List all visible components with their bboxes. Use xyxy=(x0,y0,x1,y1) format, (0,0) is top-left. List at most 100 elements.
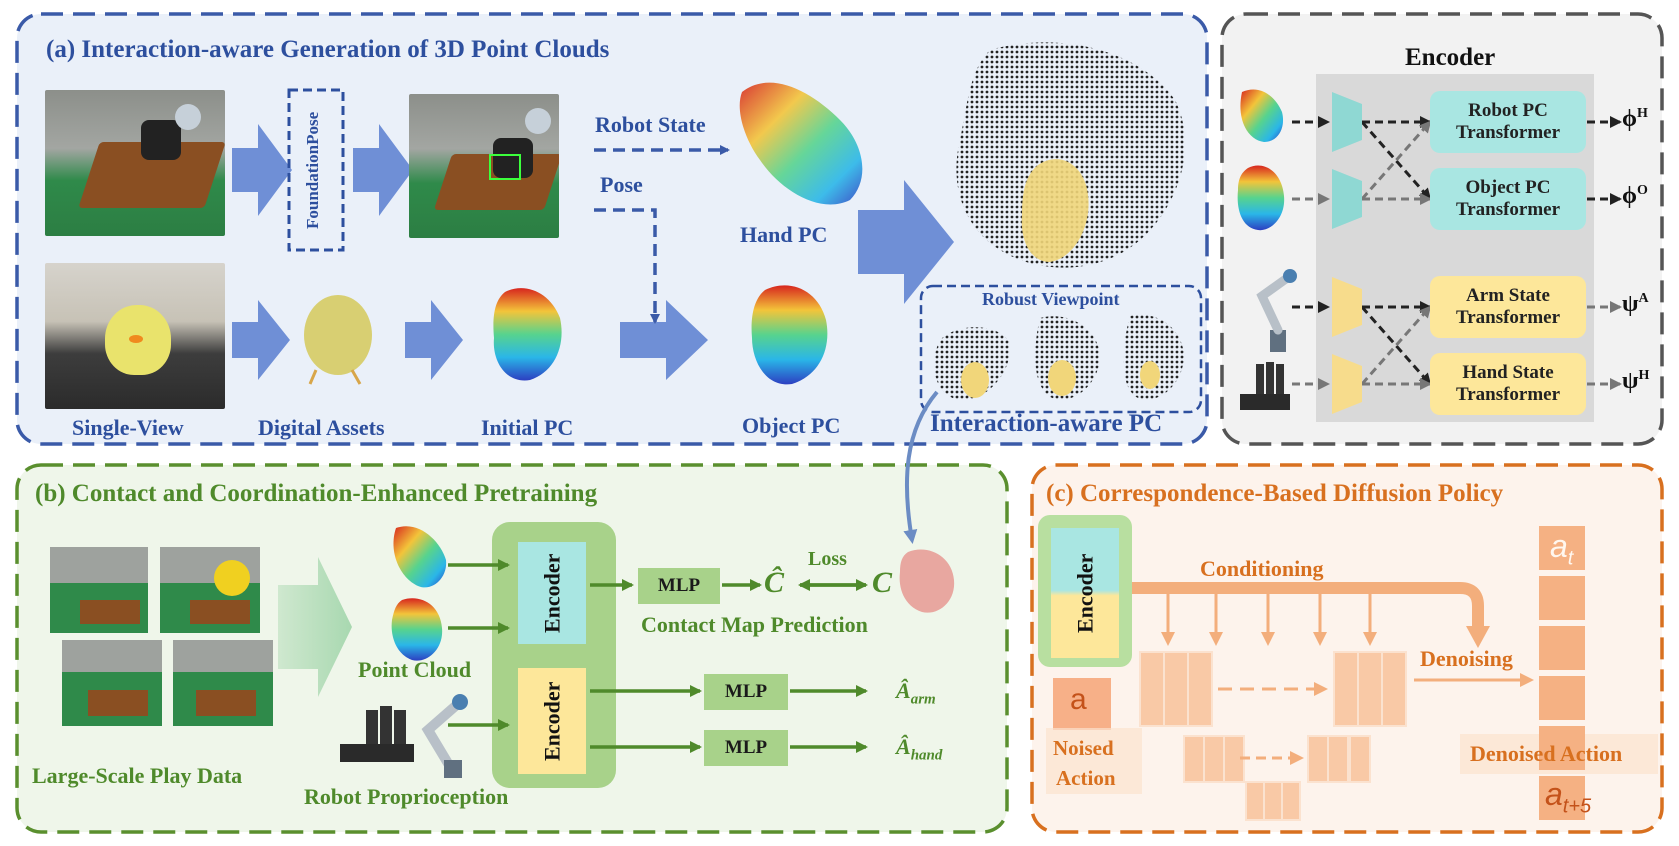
single-view-label: Single-View xyxy=(72,415,184,440)
noised-action-line2: Action xyxy=(1056,766,1116,790)
initial-point-cloud xyxy=(493,288,562,381)
conditioning-label: Conditioning xyxy=(1200,556,1324,581)
interaction-pc-to-contact-arrow xyxy=(903,390,939,544)
hand-pc-icon xyxy=(1240,89,1284,142)
viewpoint-3-object xyxy=(1140,361,1160,389)
object-pc-label: Object PC xyxy=(742,413,841,438)
big-block-arrow xyxy=(858,180,954,304)
noised-action-block xyxy=(1053,678,1111,730)
panel-a-block-arrows xyxy=(232,124,954,380)
unet-blocks xyxy=(1139,651,1407,821)
panel-b-arrows xyxy=(448,559,868,753)
single-view-photo xyxy=(45,263,225,409)
play-data-label: Large-Scale Play Data xyxy=(32,763,243,788)
arm-mlp: MLP xyxy=(704,674,788,710)
panel-c-encoder: Encoder xyxy=(1072,553,1098,633)
chick-beak xyxy=(129,335,143,343)
conditioning-drops xyxy=(1161,594,1377,646)
panel-b-hand-pc xyxy=(393,526,447,588)
play-data-photos xyxy=(50,547,273,726)
object-pc-transformer: Object PC Transformer xyxy=(1430,168,1586,230)
panel-b-object-pc xyxy=(391,598,443,661)
initial-pc-label: Initial PC xyxy=(481,415,574,440)
robot-hand xyxy=(141,120,181,160)
psi-h-output: ψH xyxy=(1622,368,1650,394)
panel-c-title: (c) Correspondence-Based Diffusion Polic… xyxy=(1046,480,1504,507)
block-arrow xyxy=(232,300,290,380)
point-cloud-label: Point Cloud xyxy=(358,657,472,682)
object-pc-icon xyxy=(1237,165,1285,231)
panel-b-robot-icons xyxy=(340,694,468,778)
pose-label: Pose xyxy=(600,172,643,197)
pose-estimated-photo xyxy=(409,94,559,238)
a-hat-hand: Âhand xyxy=(896,734,943,764)
robot-scene-photo xyxy=(45,90,225,236)
encoder-panel-title: Encoder xyxy=(1405,44,1496,71)
robot-state-label: Robot State xyxy=(595,112,706,137)
hand-point-cloud xyxy=(739,82,863,205)
arm-state-transformer: Arm State Transformer xyxy=(1430,276,1586,338)
psi-a-output: ψA xyxy=(1622,291,1649,317)
viewpoint-1-object xyxy=(961,362,989,398)
denoising-label: Denoising xyxy=(1420,646,1513,671)
robot-proprioception-label: Robot Proprioception xyxy=(304,784,509,809)
denoised-action-stack xyxy=(1539,526,1585,820)
a-hat-arm: Âarm xyxy=(896,678,936,708)
object-pc-input-layer xyxy=(1332,169,1362,229)
block-arrow xyxy=(620,300,708,380)
hand-state-transformer: Hand State Transformer xyxy=(1430,353,1586,415)
hand-mlp: MLP xyxy=(704,730,788,766)
viewpoint-2-object xyxy=(1048,360,1076,396)
a-t-label: at xyxy=(1550,528,1574,570)
robot-hand-icon xyxy=(1240,362,1290,410)
panel-c-encoder-fill xyxy=(1051,528,1119,658)
a-t5-label: at+5 xyxy=(1545,776,1592,818)
panel-b-state-encoder: Encoder xyxy=(518,668,586,774)
noised-a-label: a xyxy=(1070,683,1087,716)
panel-a-title: (a) Interaction-aware Generation of 3D P… xyxy=(46,36,610,63)
digital-assets-label: Digital Assets xyxy=(258,415,385,440)
c-hat-label: Ĉ xyxy=(764,566,785,599)
noised-action-line1: Noised xyxy=(1053,736,1114,760)
interaction-aware-point-cloud xyxy=(956,42,1186,268)
robust-viewpoint-box xyxy=(919,284,1203,414)
denoised-action-label: Denoised Action xyxy=(1470,741,1623,766)
robot-hand xyxy=(493,138,533,178)
contact-map-prediction-label: Contact Map Prediction xyxy=(641,612,868,637)
robot-arm-joint xyxy=(175,104,201,130)
conditioning-arrowhead xyxy=(1466,626,1490,648)
robot-pc-input-layer xyxy=(1332,92,1362,152)
hand-pc-label: Hand PC xyxy=(740,222,828,247)
pose-arrow xyxy=(594,208,660,324)
panel-b-title: (b) Contact and Coordination-Enhanced Pr… xyxy=(35,480,598,507)
conditioning-bar xyxy=(1132,582,1484,630)
panel-b-pc-encoder: Encoder xyxy=(518,542,586,644)
chick-legs xyxy=(308,369,362,385)
block-arrow xyxy=(232,124,292,216)
arm-state-input-layer xyxy=(1332,277,1362,337)
block-arrow xyxy=(353,124,413,216)
unet-skip-arrows xyxy=(1218,673,1534,765)
hand-state-input-layer xyxy=(1332,354,1362,414)
contact-map-pc xyxy=(899,549,955,613)
foundationpose-box xyxy=(287,88,345,252)
loss-label: Loss xyxy=(808,548,847,570)
block-arrow xyxy=(405,300,463,380)
phi-o-output: ϕO xyxy=(1622,183,1648,209)
phi-h-output: ϕH xyxy=(1622,106,1648,132)
robot-pc-transformer: Robot PC Transformer xyxy=(1430,91,1586,153)
robot-arm-icon xyxy=(1256,269,1297,352)
interaction-aware-object-overlay xyxy=(1021,159,1089,262)
contact-mlp: MLP xyxy=(638,568,720,604)
c-label: C xyxy=(872,566,893,599)
robot-arm-joint xyxy=(525,108,551,134)
object-point-cloud xyxy=(751,285,828,385)
noised-action-label-bg xyxy=(1046,728,1142,794)
encoder-panel-arrows xyxy=(1292,116,1622,390)
robust-viewpoint-label: Robust Viewpoint xyxy=(982,289,1120,309)
pose-bounding-box xyxy=(489,154,521,180)
digital-asset-chick xyxy=(304,295,372,375)
viewpoint-3 xyxy=(1123,314,1184,400)
